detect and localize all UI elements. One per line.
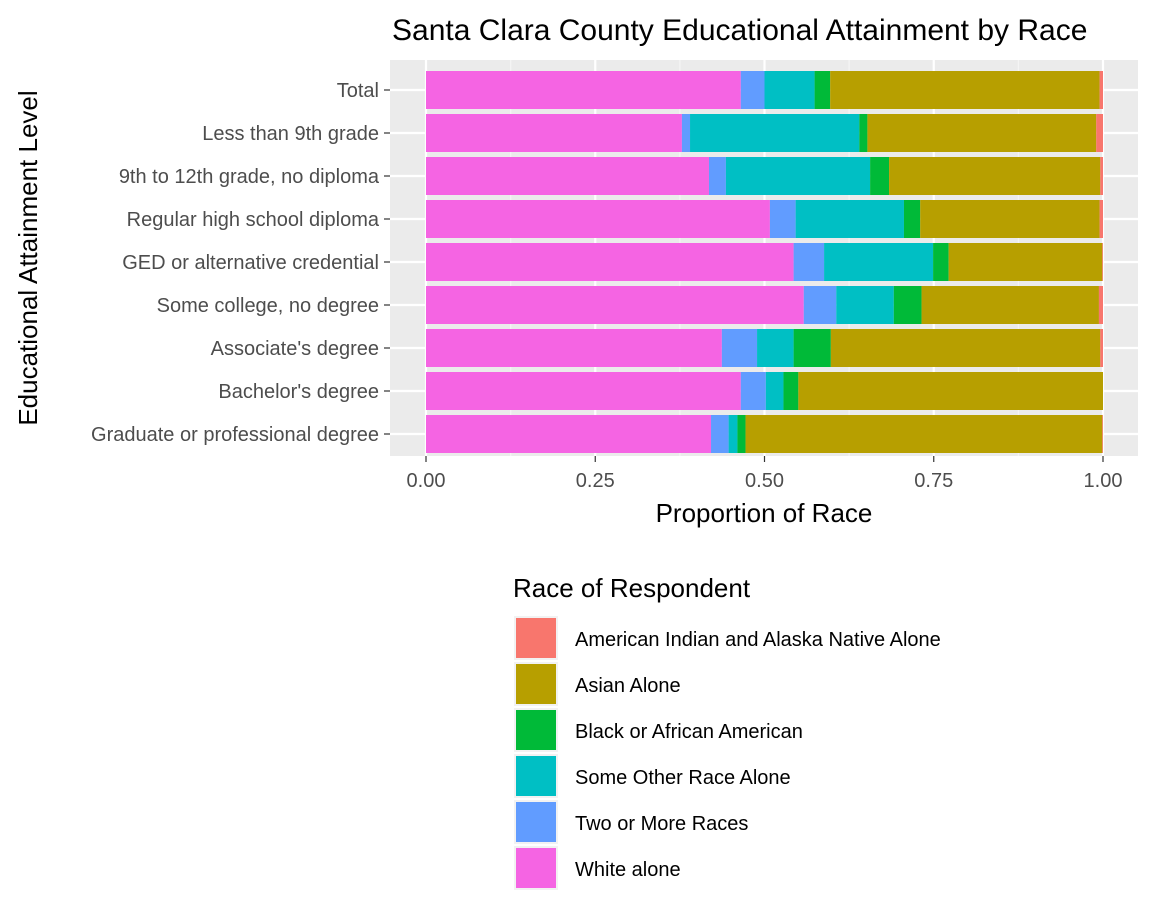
bar-segment (783, 372, 799, 410)
bar-segment (1098, 286, 1103, 324)
legend-swatch (516, 756, 556, 796)
y-axis-ticks: Total Less than 9th grade 9th to 12th grad… (91, 80, 390, 446)
y-tick-label: Total (337, 80, 379, 102)
legend-title: Race of Respondent (513, 573, 751, 603)
x-axis-ticks: 0.00 0.25 0.50 0.75 1.00 (407, 456, 1123, 492)
bar-segment (728, 415, 738, 453)
bar-segment (1099, 71, 1103, 109)
bar-segment (721, 329, 758, 367)
bar-segment (889, 157, 1101, 195)
y-tick-label: Less than 9th grade (202, 123, 379, 145)
legend-swatch (516, 618, 556, 658)
bars (426, 71, 1103, 453)
legend-swatch (516, 664, 556, 704)
y-tick-label: Associate's degree (211, 338, 379, 360)
bar-segment (725, 157, 871, 195)
bar-segment (1096, 114, 1103, 152)
bar-segment (795, 200, 904, 238)
bar-segment (814, 71, 831, 109)
bar-segment (893, 286, 922, 324)
legend-label: White alone (575, 859, 681, 881)
bar-segment (765, 372, 784, 410)
bar-segment (830, 71, 1100, 109)
x-tick-label: 0.00 (407, 470, 446, 492)
bar-segment (1100, 329, 1103, 367)
legend-swatch (516, 848, 556, 888)
bar-segment (824, 243, 934, 281)
bar-segment (920, 200, 1100, 238)
chart-title: Santa Clara County Educational Attainmen… (392, 14, 1087, 47)
bar-segment (836, 286, 894, 324)
y-tick-label: Graduate or professional degree (91, 424, 379, 446)
legend-label: American Indian and Alaska Native Alone (575, 629, 941, 651)
x-tick-label: 0.25 (576, 470, 615, 492)
bar-segment (793, 243, 825, 281)
bar-segment (870, 157, 890, 195)
legend-label: Asian Alone (575, 675, 681, 697)
bar-segment (711, 415, 729, 453)
bar-segment (745, 415, 1103, 453)
bar-segment (867, 114, 1097, 152)
bar-segment (708, 157, 726, 195)
bar-segment (426, 286, 804, 324)
bar-segment (426, 415, 712, 453)
bar-segment (933, 243, 949, 281)
bar-segment (757, 329, 794, 367)
bar-segment (859, 114, 868, 152)
y-tick-label: Bachelor's degree (218, 381, 379, 403)
bar-segment (798, 372, 1103, 410)
bar-segment (903, 200, 921, 238)
bar-segment (737, 415, 746, 453)
legend-swatch (516, 710, 556, 750)
bar-segment (830, 329, 1101, 367)
legend: American Indian and Alaska Native Alone A… (514, 616, 941, 890)
y-tick-label: Regular high school diploma (127, 209, 380, 231)
bar-segment (1102, 415, 1103, 453)
y-tick-label: 9th to 12th grade, no diploma (119, 166, 380, 188)
bar-segment (426, 200, 770, 238)
bar-segment (426, 329, 722, 367)
bar-segment (764, 71, 815, 109)
bar-segment (1100, 157, 1103, 195)
bar-segment (740, 372, 766, 410)
legend-label: Black or African American (575, 721, 803, 743)
bar-segment (740, 71, 765, 109)
bar-segment (426, 372, 741, 410)
bar-segment (1102, 243, 1103, 281)
x-axis-title: Proportion of Race (656, 498, 873, 528)
x-tick-label: 0.50 (745, 470, 784, 492)
bar-segment (948, 243, 1103, 281)
legend-label: Some Other Race Alone (575, 767, 791, 789)
legend-swatch (516, 802, 556, 842)
bar-segment (426, 71, 741, 109)
bar-segment (921, 286, 1099, 324)
y-tick-label: GED or alternative credential (122, 252, 379, 274)
bar-segment (793, 329, 831, 367)
bar-segment (426, 157, 709, 195)
bar-segment (681, 114, 691, 152)
legend-label: Two or More Races (575, 813, 748, 835)
x-tick-label: 1.00 (1084, 470, 1123, 492)
bar-segment (769, 200, 796, 238)
y-tick-label: Some college, no degree (157, 295, 379, 317)
y-axis-title: Educational Attainment Level (13, 90, 43, 425)
x-tick-label: 0.75 (914, 470, 953, 492)
bar-segment (803, 286, 837, 324)
bar-segment (690, 114, 860, 152)
bar-segment (426, 114, 682, 152)
bar-segment (1099, 200, 1103, 238)
bar-segment (426, 243, 794, 281)
